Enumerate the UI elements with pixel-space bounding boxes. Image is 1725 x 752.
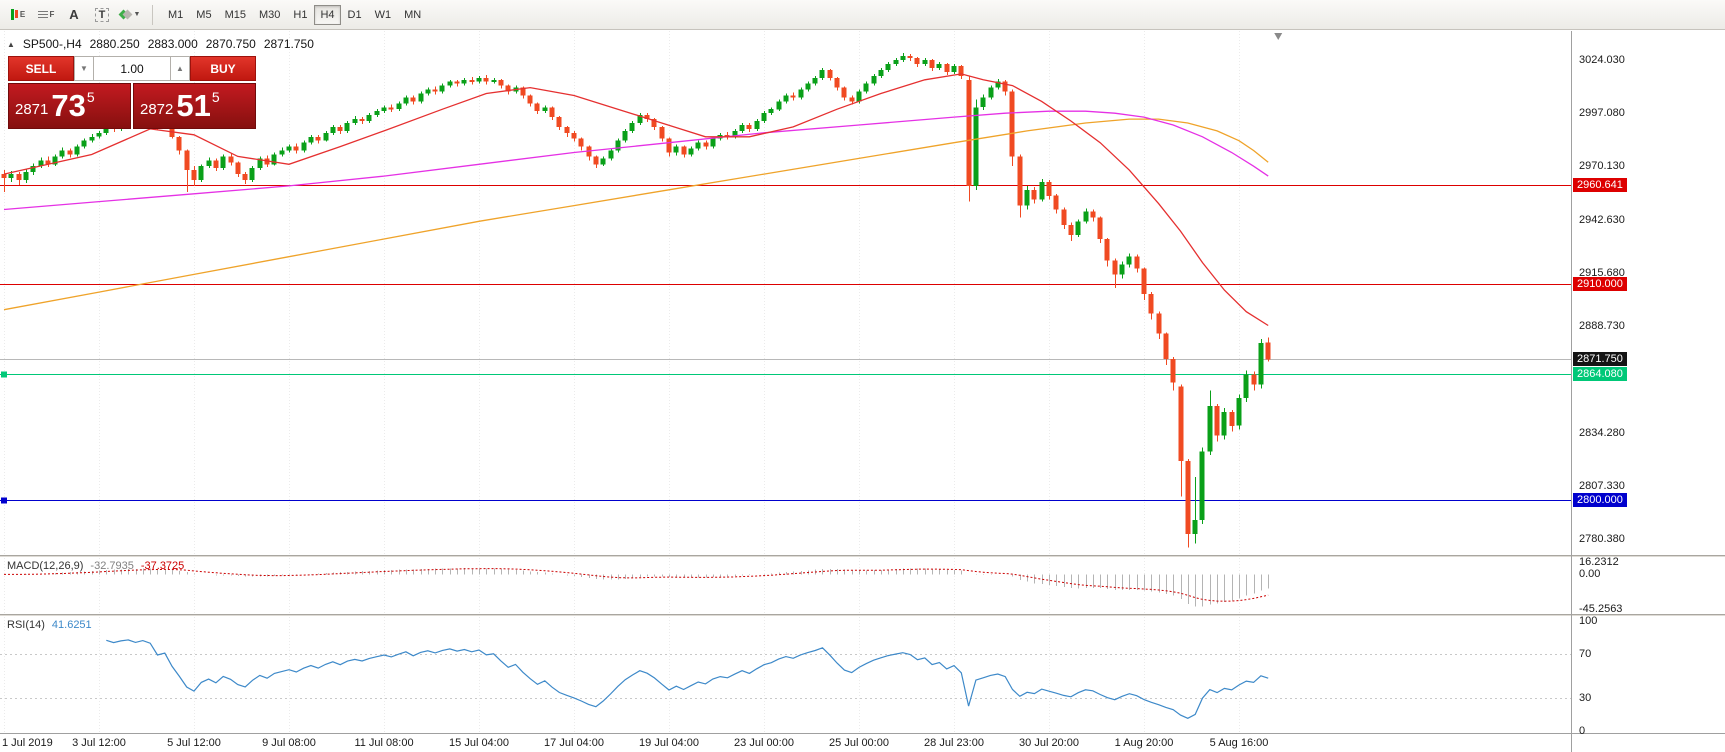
timeframe-button-m15[interactable]: M15	[224, 8, 246, 21]
time-axis-label: 1 Jul 2019	[2, 737, 53, 749]
price-axis-label: 2915.680	[1579, 267, 1625, 280]
bid-point: 5	[86, 89, 95, 105]
time-axis-label: 19 Jul 04:00	[639, 737, 699, 749]
price-level-box: 2910.000	[1573, 277, 1627, 292]
buy-button[interactable]: BUY	[190, 56, 256, 81]
panel-splitter-macd[interactable]	[0, 555, 1725, 558]
price-level-box: 2960.641	[1573, 177, 1627, 192]
time-axis-label: 23 Jul 00:00	[734, 737, 794, 749]
price-axis-border	[1571, 31, 1572, 752]
time-axis-label: 3 Jul 12:00	[72, 737, 126, 749]
ohlc-close: 2871.750	[263, 37, 314, 51]
timeframe-button-h4[interactable]: H4	[314, 4, 341, 25]
candles-glyph	[10, 9, 18, 20]
rsi-axis-label: 70	[1579, 648, 1592, 660]
time-axis-label: 1 Aug 20:00	[1114, 737, 1174, 749]
timeframe-button-w1[interactable]: W1	[374, 8, 392, 21]
time-axis-label: 17 Jul 04:00	[544, 737, 604, 749]
time-axis-label: 15 Jul 04:00	[449, 737, 509, 749]
time-axis[interactable]: 1 Jul 2019 3 Jul 12:00 5 Jul 12:00 9 Jul 08…	[0, 734, 1725, 752]
timeframe-button-m5[interactable]: M5	[196, 8, 212, 21]
chart-title: ▲ SP500-,H4 2880.250 2883.000 2870.750 2…	[7, 37, 314, 51]
price-axis-label: 2888.730	[1579, 320, 1625, 332]
rsi-indicator-label: RSI(14) 41.6251	[7, 619, 92, 631]
timeframe-button-m30[interactable]: M30	[258, 8, 281, 21]
macd-axis-label: 16.2312	[1579, 556, 1619, 568]
bid-price-display[interactable]: 2871 73 5	[8, 83, 131, 129]
experts-chart-icon[interactable]: E	[5, 4, 31, 26]
macd-chart[interactable]	[0, 558, 1571, 614]
icon-letter-t: T	[94, 7, 110, 22]
time-axis-label: 11 Jul 08:00	[354, 737, 414, 749]
panel-splitter-rsi[interactable]	[0, 614, 1725, 617]
volume-decrease-button[interactable]: ▼	[74, 56, 94, 81]
ohlc-low: 2870.750	[205, 37, 256, 51]
price-level-box: 2871.750	[1573, 352, 1627, 367]
time-axis-label: 9 Jul 08:00	[262, 737, 316, 749]
price-axis-label: 2942.630	[1579, 214, 1625, 227]
bid-pips: 73	[51, 87, 86, 123]
price-axis-label: 2970.130	[1579, 159, 1625, 172]
timeframe-button-m1[interactable]: M1	[168, 8, 184, 21]
time-axis-label: 5 Aug 16:00	[1209, 737, 1269, 749]
chart-shift-marker	[1274, 33, 1283, 40]
profile-chart-icon[interactable]: F	[33, 4, 59, 26]
macd-main-value: -32.7935	[90, 560, 134, 572]
price-level-box: 2864.080	[1573, 367, 1627, 382]
rsi-name: RSI(14)	[7, 619, 45, 631]
toolbar-separator	[152, 4, 153, 25]
rsi-chart[interactable]	[0, 617, 1571, 733]
price-level-box: 2800.000	[1573, 493, 1627, 508]
ohlc-open: 2880.250	[89, 37, 140, 51]
ask-price-display[interactable]: 2872 51 5	[133, 83, 256, 129]
time-axis-border	[0, 733, 1725, 734]
macd-indicator-label: MACD(12,26,9) -32.7935 -37.3725	[7, 560, 184, 572]
macd-axis-label: 0.00	[1579, 568, 1601, 581]
rsi-axis-label: 100	[1579, 615, 1598, 627]
ask-big-figure: 2872	[140, 101, 174, 118]
bid-big-figure: 2871	[15, 101, 49, 118]
rsi-axis-label: 0	[1579, 725, 1586, 737]
timeframe-bar: M1 M5 M15 M30 H1 H4 D1 W1 MN	[162, 4, 427, 25]
price-axis-label: 3024.030	[1579, 54, 1625, 67]
macd-axis-label: -45.2563	[1579, 603, 1623, 615]
volume-input[interactable]	[94, 56, 170, 81]
icon-letter-f: F	[49, 10, 55, 19]
icon-letter-e: E	[19, 10, 26, 19]
volume-increase-button[interactable]: ▲	[170, 56, 190, 81]
time-axis-label: 25 Jul 00:00	[829, 737, 889, 749]
sell-button[interactable]: SELL	[8, 56, 74, 81]
price-chart[interactable]	[0, 31, 1571, 555]
macd-name: MACD(12,26,9)	[7, 560, 84, 572]
chart-marker-icon: ▲	[7, 39, 15, 49]
price-axis[interactable]: 3024.030 2997.080 2970.130 2942.630 2915.680…	[1572, 31, 1725, 752]
rsi-axis-label: 30	[1579, 692, 1592, 704]
ohlc-high: 2883.000	[147, 37, 198, 51]
toolbar: E F A T ▼ M1 M5 M15 M30 H1 H4 D1 W1 MN	[0, 0, 1725, 30]
ask-pips: 51	[176, 87, 211, 123]
price-axis-label: 2834.280	[1579, 427, 1625, 440]
time-axis-label: 5 Jul 12:00	[167, 737, 221, 749]
time-axis-label: 30 Jul 20:00	[1019, 737, 1079, 749]
price-axis-label: 2807.330	[1579, 480, 1625, 493]
price-axis-label: 2780.380	[1579, 533, 1625, 545]
macd-signal-value: -37.3725	[140, 560, 185, 572]
one-click-trading-panel: SELL ▼ ▲ BUY 2871 73 5 2872 51 5	[8, 56, 256, 129]
timeframe-button-d1[interactable]: D1	[347, 8, 362, 21]
symbol-period: SP500-,H4	[22, 37, 82, 51]
price-axis-label: 2997.080	[1579, 107, 1625, 119]
caret-down-icon: ▼	[133, 11, 141, 18]
text-tool-icon[interactable]: T	[89, 4, 115, 26]
timeframe-button-mn[interactable]: MN	[404, 8, 422, 21]
arrow-tool-icon[interactable]: A	[61, 4, 87, 26]
timeframe-button-h1[interactable]: H1	[293, 8, 308, 21]
time-axis-label: 28 Jul 23:00	[924, 737, 984, 749]
icon-letter-a: A	[69, 7, 79, 22]
drawing-objects-icon[interactable]: ▼	[117, 4, 143, 26]
bars-glyph	[37, 9, 48, 20]
rsi-value: 41.6251	[51, 619, 92, 631]
ask-point: 5	[211, 89, 220, 105]
